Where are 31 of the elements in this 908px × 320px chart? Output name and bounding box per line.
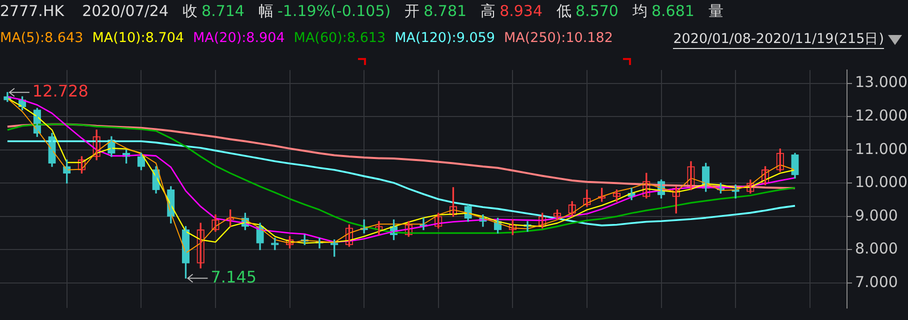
y-tick-label: 9.000 bbox=[855, 206, 898, 224]
text: 均 bbox=[632, 2, 648, 20]
text: 8.570 bbox=[576, 2, 618, 20]
text: 开 bbox=[404, 2, 420, 20]
annotation: 12.728 bbox=[32, 82, 88, 101]
y-tick-label: 8.000 bbox=[855, 240, 898, 258]
text: MA(10):8.704 bbox=[92, 30, 184, 46]
text: 8.934 bbox=[500, 2, 543, 20]
text: MA(5):8.643 bbox=[0, 30, 84, 46]
text: 低 bbox=[556, 2, 572, 20]
text: MA(250):10.182 bbox=[504, 30, 613, 46]
text: MA(20):8.904 bbox=[193, 30, 285, 46]
text: 量 bbox=[708, 2, 724, 20]
text: 幅 bbox=[258, 2, 274, 20]
chart-subtitle: 2020/01/08-2020/11/19(215日) bbox=[673, 30, 884, 49]
text: 2020/07/24 bbox=[82, 2, 169, 20]
text: 8.681 bbox=[651, 2, 694, 20]
text: -1.19%(-0.105) bbox=[277, 2, 391, 20]
text: MA(120):9.059 bbox=[394, 30, 495, 46]
y-tick-label: 11.000 bbox=[855, 140, 908, 158]
text: MA(60):8.613 bbox=[294, 30, 386, 46]
text: 收 bbox=[182, 2, 198, 20]
y-tick-label: 7.000 bbox=[855, 272, 898, 291]
y-tick-label: 12.000 bbox=[855, 106, 908, 124]
y-tick-label: 13.000 bbox=[855, 73, 908, 92]
text: 8.714 bbox=[202, 2, 244, 20]
text: 8.781 bbox=[424, 2, 467, 20]
chart-title: 2777.HK bbox=[0, 2, 64, 20]
annotation: 7.145 bbox=[210, 267, 257, 286]
text: 高 bbox=[480, 2, 496, 20]
y-tick-label: 10.000 bbox=[855, 173, 908, 192]
